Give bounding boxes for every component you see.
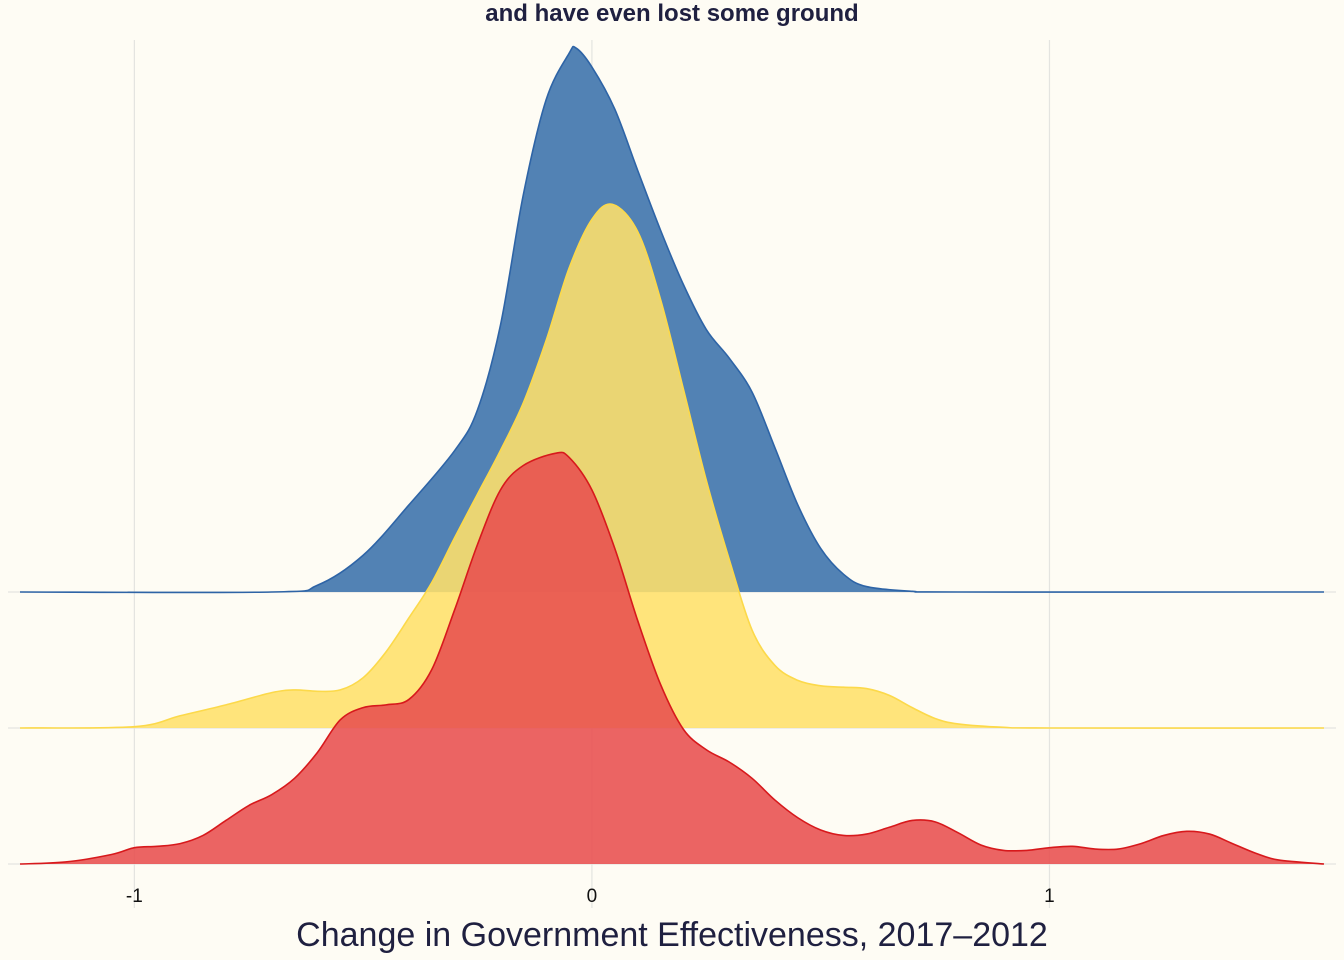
ridges <box>19 45 1325 865</box>
ridge-area <box>20 204 1324 729</box>
x-tick-label: 0 <box>587 886 598 907</box>
x-tick-label: -1 <box>126 886 143 907</box>
ridge-group-3-red <box>19 451 1325 865</box>
x-tick-label: 1 <box>1044 886 1055 907</box>
chart-title: and have even lost some ground <box>485 0 859 27</box>
ridge-area <box>20 46 1324 593</box>
ridge-outline <box>19 203 1325 729</box>
ridge-group-2-yellow <box>19 203 1325 729</box>
ridge-outline <box>19 45 1325 594</box>
ridge-group-1-blue <box>19 45 1325 594</box>
ridge-area <box>20 452 1324 864</box>
x-axis-title: Change in Government Effectiveness, 2017… <box>296 916 1048 954</box>
x-axis-ticks: -1 0 1 <box>126 886 1055 907</box>
ridge-outline <box>19 451 1325 865</box>
